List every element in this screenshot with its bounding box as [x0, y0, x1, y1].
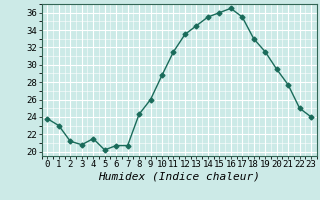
X-axis label: Humidex (Indice chaleur): Humidex (Indice chaleur)	[98, 172, 260, 182]
